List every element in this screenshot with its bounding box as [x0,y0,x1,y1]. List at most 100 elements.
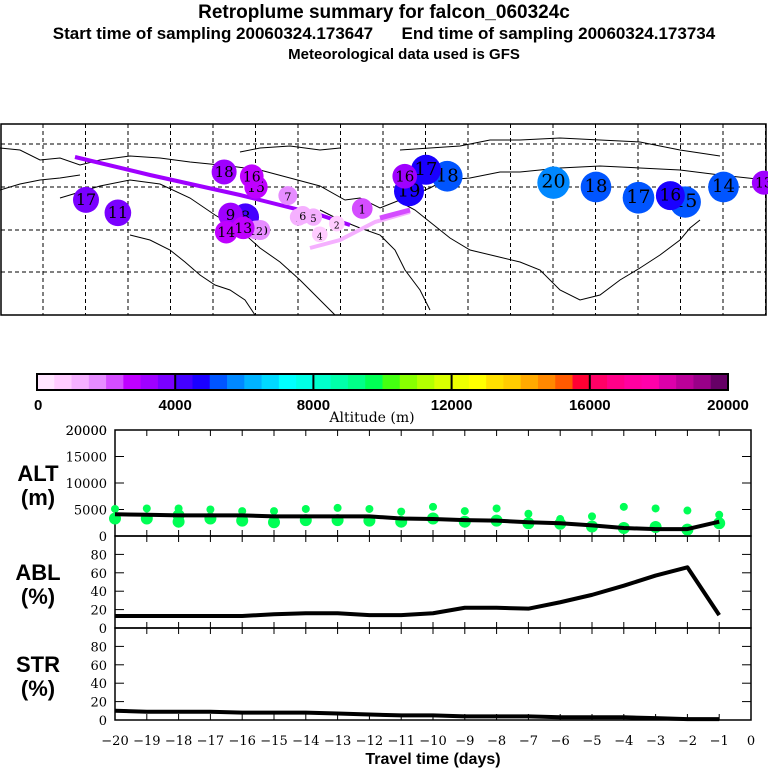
cluster-label: 4 [317,232,323,242]
colorbar-swatch [624,374,643,390]
cluster-label: 1 [358,203,366,217]
x-tick-label: 0 [747,734,755,749]
altitude-scatter-point [524,509,533,518]
cluster-marker: 18 [580,171,612,203]
map-grid [1,124,766,315]
x-tick-label: −16 [228,734,255,749]
colorbar-swatch [537,374,556,390]
panel-abl: 0 20 40 60 80 ABL(%) [15,535,752,637]
x-tick-label: −17 [197,734,224,749]
time-series-panels: 0500010000150002000020000ALT(m)020406080… [15,424,755,749]
cluster-markers: 1234567891011121314151617181920131415161… [73,154,768,244]
altitude-scatter-point [397,507,406,516]
cluster-label: 7 [284,191,291,204]
x-tick-label: −20 [101,734,128,749]
abl-line [115,565,721,619]
cluster-dot [537,166,570,199]
cluster-label: 17 [76,190,96,209]
cluster-dot [622,181,655,214]
cluster-marker: 13 [751,170,768,195]
colorbar-swatch [54,374,73,390]
colorbar-swatch [658,374,677,390]
cluster-dot [278,186,298,206]
colorbar-swatch [37,374,55,390]
colorbar-tick-label: 8000 [297,397,330,414]
panel-ylabel: STR [16,652,60,677]
cluster-dot [708,171,739,203]
panel-ylabel: ALT [17,461,59,486]
panel-ylabel: ABL [15,560,60,585]
y-tick-label: 20 [90,604,107,619]
cluster-marker: 20 [537,166,570,199]
colorbar-swatch [607,374,625,390]
cluster-marker: 17 [411,154,441,185]
colorbar-swatch [693,374,712,390]
cluster-label: 6 [299,210,306,223]
cluster-dot [239,164,264,189]
colorbar-swatch [140,374,159,390]
cluster-label: 16 [243,169,261,185]
cluster-marker: 14 [708,171,739,203]
colorbar-tick-label: 12000 [431,397,473,414]
altitude-scatter-point [238,507,247,516]
cluster-marker: 1 [351,198,373,219]
x-tick-label: −7 [519,734,538,749]
cluster-label: 18 [436,165,459,186]
colorbar-swatch [278,374,297,390]
cluster-label: 14 [217,225,235,241]
altitude-scatter-point [270,507,278,516]
cluster-label: 17 [626,186,650,208]
colorbar-swatch [175,374,193,390]
x-tick-label: −13 [324,734,351,749]
str-line [114,708,720,722]
colorbar-swatch [710,374,729,390]
colorbar-frame [36,373,729,391]
cluster-label: 5 [310,214,316,225]
x-tick-label: −9 [455,734,474,749]
x-tick-label: −10 [419,734,446,749]
x-tick-label: −4 [614,734,633,749]
y-tick-label: 80 [90,548,107,563]
cluster-dot [328,215,345,232]
altitude-scatter-point [492,504,501,513]
cluster-label: 9 [226,206,236,224]
trajectory-line [379,207,411,221]
cluster-dot [411,154,441,185]
y-tick-label: 20000 [66,424,107,439]
y-tick-label: 40 [90,585,107,600]
colorbar-swatch [382,374,401,390]
colorbar-tick-label: 16000 [569,397,611,414]
x-tick-label: −1 [710,734,729,749]
colorbar-swatch [244,374,263,390]
x-tick-label: −18 [165,734,192,749]
cluster-marker: 6 [293,205,312,224]
page-title: Retroplume summary for falcon_060324c [198,2,570,23]
colorbar-swatch [676,374,694,390]
trajectory-trails [74,155,411,250]
colorbar-swatch [520,374,539,390]
cluster-label: 16 [660,186,682,206]
colorbar-swatch [192,374,211,390]
cluster-label: 20 [541,171,565,193]
altitude-scatter-point [206,505,215,514]
cluster-marker: 13 [231,216,255,240]
altitude-scatter-point [588,512,596,521]
cluster-dot [655,181,685,211]
cluster-dot [311,226,328,243]
x-tick-label: −11 [387,734,414,749]
cluster-marker: 16 [655,181,685,211]
altitude-scatter-point [333,503,342,512]
colorbar-tick-label: 4000 [159,397,192,414]
colorbar-tick-label: 20000 [707,397,749,414]
x-tick-label: −14 [292,734,319,749]
cluster-dot [392,163,418,189]
altitude-scatter-point [301,504,310,513]
cluster-marker: 7 [278,186,298,206]
altitude-scatter-point [619,502,628,511]
colorbar-swatch [209,374,228,390]
x-tick-label: −2 [678,734,697,749]
altitude-scatter-point [142,504,151,513]
colorbar-swatch [399,374,418,390]
x-tick-label: −19 [133,734,160,749]
cluster-dot [580,171,612,203]
